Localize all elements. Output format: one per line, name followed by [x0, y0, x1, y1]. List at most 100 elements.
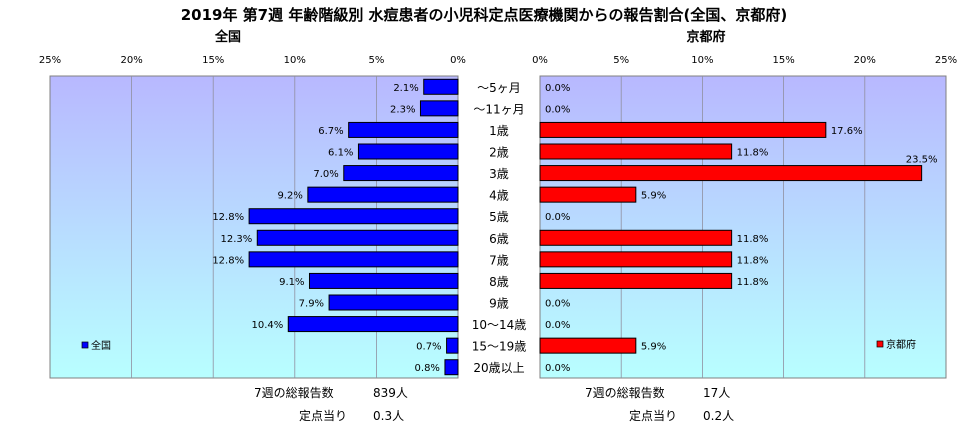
category-label: 20歳以上 — [473, 361, 524, 375]
data-label-left: 9.2% — [277, 191, 302, 202]
category-label: 3歳 — [489, 167, 509, 181]
data-label-right: 0.0% — [545, 83, 570, 94]
data-label-left: 12.8% — [212, 212, 244, 223]
bar-left — [419, 100, 459, 117]
category-label: 4歳 — [489, 189, 509, 203]
bar-right — [539, 165, 923, 182]
bar-right — [539, 251, 733, 268]
data-labels: 2.1% 2.3% 6.7% 6.1% 7.0% 9.2% 12.8% 12.3% 12.8% 9… — [212, 83, 937, 374]
data-label-left: 6.1% — [328, 148, 353, 159]
footer-left-total-value: 839人 — [373, 386, 408, 400]
legend-right: 京都府 — [876, 338, 916, 351]
bar-right — [539, 143, 733, 160]
category-label: 1歳 — [489, 124, 509, 138]
tick-label-left: 10% — [284, 55, 306, 66]
data-label-right: 23.5% — [906, 155, 938, 166]
bar-left — [307, 186, 459, 203]
tick-label-right: 5% — [613, 55, 629, 66]
data-label-right: 11.8% — [737, 277, 769, 288]
legend-right-swatch — [876, 340, 884, 348]
plot-area-right — [539, 75, 947, 379]
tick-labels: 25% 20% 15% 10% 5% 0% 0% 5% 10% 15% 20% 25% — [39, 55, 957, 66]
footer-right-total-label: 7週の総報告数 — [585, 385, 665, 400]
category-label: 10～14歳 — [472, 318, 527, 332]
data-label-left: 12.3% — [220, 234, 252, 245]
category-label: 8歳 — [489, 275, 509, 289]
bar-right — [539, 229, 733, 246]
bars — [248, 78, 923, 376]
data-label-left: 10.4% — [251, 320, 283, 331]
category-label: 15～19歳 — [472, 340, 527, 354]
footer-left-per-label: 定点当り — [299, 408, 347, 423]
category-label: 2歳 — [489, 146, 509, 160]
footer-right-total-value: 17人 — [703, 386, 730, 400]
bar-left — [248, 208, 459, 225]
data-label-right: 0.0% — [545, 320, 570, 331]
data-label-left: 6.7% — [318, 126, 343, 137]
footer-left-total-label: 7週の総報告数 — [254, 385, 334, 400]
bar-left — [348, 121, 459, 138]
legend-left-swatch — [81, 341, 89, 349]
footer-left-per-value: 0.3人 — [373, 409, 404, 423]
left-subtitle: 全国 — [214, 29, 241, 45]
data-label-right: 0.0% — [545, 363, 570, 374]
data-label-right: 11.8% — [737, 148, 769, 159]
bar-left — [287, 316, 459, 333]
category-label: 7歳 — [489, 253, 509, 267]
bar-left — [248, 251, 459, 268]
footer-right-per-value: 0.2人 — [703, 409, 734, 423]
data-label-right: 17.6% — [831, 126, 863, 137]
tick-label-left: 0% — [450, 55, 466, 66]
footer-left: 7週の総報告数 839人 定点当り 0.3人 — [254, 385, 408, 423]
data-label-right: 0.0% — [545, 212, 570, 223]
bar-left — [256, 229, 459, 246]
bar-left — [343, 165, 459, 182]
data-label-right: 0.0% — [545, 299, 570, 310]
footer-right: 7週の総報告数 17人 定点当り 0.2人 — [585, 385, 734, 423]
bar-left — [423, 78, 459, 95]
category-labels: ～5ヶ月 ～11ヶ月 1歳 2歳 3歳 4歳 5歳 6歳 7歳 8歳 9歳 10～14歳 15～19歳 2… — [472, 81, 527, 375]
category-label: ～5ヶ月 — [477, 81, 521, 95]
data-label-right: 0.0% — [545, 104, 570, 115]
plot-area-left — [49, 75, 459, 379]
tick-label-left: 20% — [120, 55, 142, 66]
bar-left — [328, 294, 459, 311]
category-label: 5歳 — [489, 210, 509, 224]
tick-label-right: 0% — [532, 55, 548, 66]
data-label-left: 2.1% — [393, 83, 418, 94]
bar-left — [446, 337, 459, 354]
plot-backgrounds — [49, 75, 947, 379]
legend-left-label: 全国 — [91, 339, 111, 352]
bar-right — [539, 121, 827, 138]
tick-label-right: 10% — [691, 55, 713, 66]
data-label-left: 0.7% — [416, 342, 441, 353]
data-label-right: 11.8% — [737, 234, 769, 245]
data-label-left: 0.8% — [415, 363, 440, 374]
tick-label-left: 15% — [202, 55, 224, 66]
tick-label-right: 15% — [772, 55, 794, 66]
data-label-right: 5.9% — [641, 191, 666, 202]
data-label-left: 9.1% — [279, 277, 304, 288]
legend-right-label: 京都府 — [886, 338, 916, 351]
data-label-left: 12.8% — [212, 255, 244, 266]
bar-right — [539, 186, 637, 203]
right-subtitle: 京都府 — [686, 29, 725, 45]
footer-right-per-label: 定点当り — [629, 408, 677, 423]
tick-label-left: 25% — [39, 55, 61, 66]
tick-label-right: 20% — [854, 55, 876, 66]
category-label: 6歳 — [489, 232, 509, 246]
tick-label-left: 5% — [368, 55, 384, 66]
chart-title: 2019年 第7週 年齢階級別 水痘患者の小児科定点医療機関からの報告割合(全国… — [181, 6, 788, 24]
data-label-left: 2.3% — [390, 104, 415, 115]
bar-left — [308, 272, 459, 289]
legend-left: 全国 — [81, 339, 111, 352]
bar-right — [539, 272, 733, 289]
tick-label-right: 25% — [935, 55, 957, 66]
bar-right — [539, 337, 637, 354]
data-label-left: 7.9% — [299, 299, 324, 310]
data-label-left: 7.0% — [313, 169, 338, 180]
data-label-right: 5.9% — [641, 342, 666, 353]
bar-left — [444, 359, 459, 376]
data-label-right: 11.8% — [737, 255, 769, 266]
